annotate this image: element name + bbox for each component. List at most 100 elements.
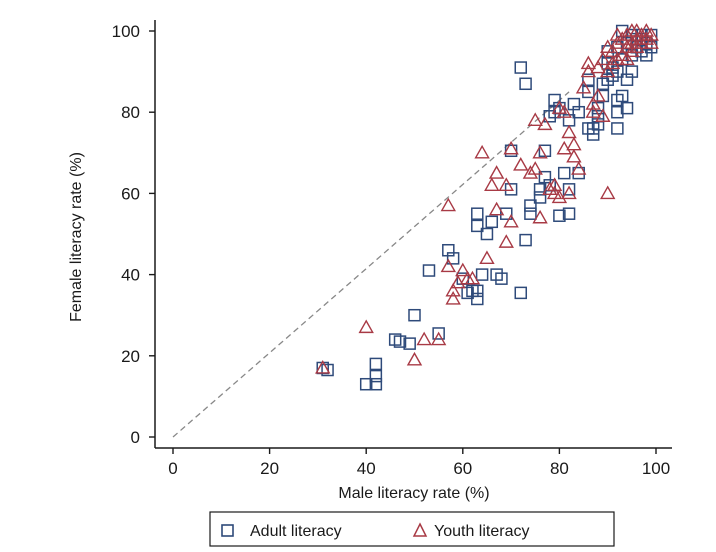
adult-literacy-point: [393, 335, 407, 348]
x-axis-ticks: 0 20 40 60 80 100: [168, 448, 670, 478]
adult-literacy-point: [369, 369, 383, 383]
youth-literacy-point: [566, 148, 582, 163]
adult-literacy-point: [504, 144, 518, 158]
youth-literacy-point: [445, 291, 461, 305]
youth-literacy-point: [580, 63, 597, 78]
adult-literacy-point: [485, 215, 499, 229]
adult-literacy-point: [432, 327, 445, 340]
adult-literacy-point: [557, 166, 571, 180]
youth-literacy-point: [527, 161, 543, 175]
youth-literacy-point: [455, 262, 471, 277]
series-youth-literacy: [315, 23, 659, 374]
youth-literacy-point: [590, 59, 606, 74]
reference-dashed-line: [172, 91, 570, 438]
x-tick-label: 60: [453, 459, 472, 478]
adult-literacy-point: [359, 377, 373, 391]
youth-literacy-point: [532, 144, 548, 159]
youth-literacy-point: [561, 124, 577, 139]
adult-literacy-point: [519, 233, 532, 247]
x-tick-label: 80: [550, 459, 569, 478]
adult-literacy-point: [611, 122, 624, 135]
legend-label-youth: Youth literacy: [434, 523, 529, 540]
youth-literacy-point: [590, 88, 606, 102]
youth-literacy-point: [445, 282, 461, 297]
youth-literacy-point: [430, 331, 447, 346]
youth-literacy-point: [595, 51, 611, 66]
adult-literacy-point: [471, 284, 484, 298]
youth-literacy-point: [416, 331, 432, 346]
adult-literacy-point: [519, 77, 532, 91]
youth-literacy-point: [479, 250, 495, 265]
adult-literacy-point: [403, 337, 416, 350]
x-tick-label: 40: [357, 459, 376, 478]
youth-literacy-point: [513, 157, 529, 171]
adult-literacy-point: [582, 73, 595, 86]
youth-literacy-point: [537, 116, 553, 131]
youth-literacy-point: [628, 39, 645, 53]
youth-literacy-point: [585, 104, 601, 118]
youth-literacy-point: [571, 161, 587, 175]
youth-literacy-point: [561, 185, 577, 200]
youth-literacy-point: [566, 136, 582, 151]
youth-literacy-point: [488, 165, 505, 179]
adult-literacy-point: [620, 101, 634, 115]
adult-literacy-point: [480, 227, 494, 241]
adult-literacy-point: [562, 207, 576, 220]
adult-literacy-point: [321, 363, 334, 377]
adult-literacy-point: [471, 292, 484, 306]
youth-literacy-point: [580, 55, 597, 70]
youth-literacy-point: [609, 35, 626, 49]
legend-label-adult: Adult literacy: [250, 523, 342, 540]
youth-literacy-point: [546, 177, 563, 191]
youth-literacy-point: [556, 140, 572, 155]
x-tick-label: 20: [260, 459, 279, 478]
youth-literacy-point: [609, 27, 626, 41]
youth-literacy-point: [595, 108, 611, 122]
adult-literacy-point: [369, 377, 383, 391]
adult-literacy-point: [562, 183, 576, 196]
legend-frame: [209, 511, 615, 547]
adult-literacy-point: [514, 61, 528, 74]
adult-literacy-point: [524, 207, 537, 220]
youth-literacy-point: [614, 31, 630, 45]
youth-literacy-point: [551, 189, 568, 204]
adult-literacy-point: [514, 286, 528, 300]
youth-literacy-point: [619, 51, 635, 66]
adult-literacy-point: [582, 85, 595, 99]
y-axis-ticks: 0 20 40 60 80 100: [112, 22, 155, 447]
youth-literacy-point: [585, 96, 601, 110]
adult-literacy-point: [446, 252, 460, 265]
youth-literacy-point: [503, 140, 519, 155]
adult-literacy-point: [615, 89, 629, 103]
youth-literacy-point: [450, 274, 466, 289]
youth-literacy-point: [619, 27, 635, 41]
youth-literacy-point: [522, 165, 539, 179]
adult-literacy-point: [369, 357, 383, 371]
youth-literacy-point: [474, 144, 490, 159]
youth-literacy-point: [624, 23, 640, 37]
y-tick-label: 100: [112, 22, 140, 41]
adult-literacy-point: [524, 199, 537, 212]
youth-literacy-point: [315, 360, 331, 374]
youth-literacy-point: [604, 55, 621, 70]
youth-literacy-point: [527, 112, 543, 127]
legend: Adult literacy Youth literacy: [209, 511, 615, 547]
adult-literacy-point: [495, 272, 508, 285]
adult-literacy-point: [471, 219, 484, 233]
adult-literacy-point: [500, 207, 513, 220]
x-tick-label: 0: [168, 459, 177, 478]
youth-literacy-point: [532, 209, 548, 224]
youth-literacy-point: [643, 27, 659, 41]
adult-literacy-point: [611, 105, 624, 119]
youth-literacy-point: [503, 213, 519, 228]
youth-literacy-point: [440, 258, 457, 273]
legend-marker-youth: [412, 522, 428, 537]
adult-literacy-point: [625, 65, 639, 78]
adult-literacy-point: [553, 209, 566, 222]
youth-literacy-point: [464, 270, 481, 285]
youth-literacy-point: [498, 177, 514, 191]
y-tick-label: 40: [121, 266, 140, 285]
adult-literacy-point: [538, 144, 552, 158]
adult-literacy-point: [533, 191, 547, 204]
